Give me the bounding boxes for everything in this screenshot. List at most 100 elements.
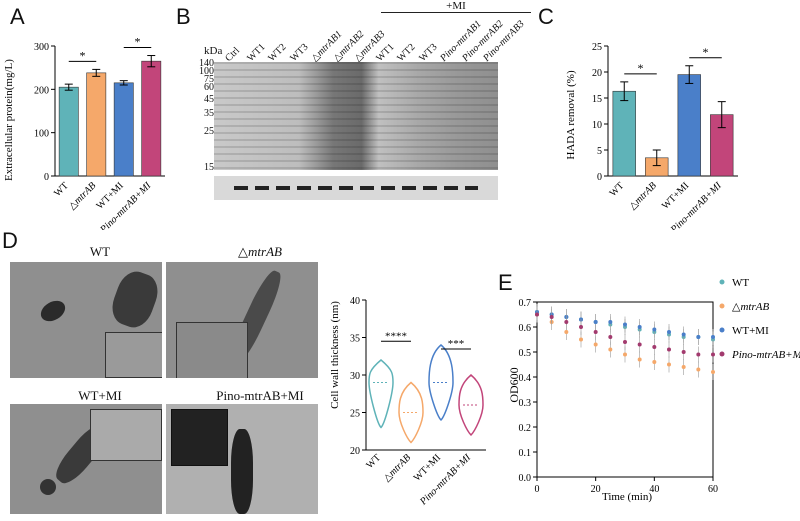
x-tick-label: WT bbox=[52, 180, 71, 199]
data-point bbox=[667, 362, 671, 367]
y-tick-label: 0.4 bbox=[519, 373, 532, 384]
marker-size-label: 75 bbox=[204, 74, 214, 85]
em-image-wt-mi bbox=[10, 404, 162, 514]
y-tick-label: 300 bbox=[34, 42, 49, 53]
marker-size-label: 100 bbox=[199, 66, 214, 77]
legend-label: WT+MI bbox=[732, 325, 769, 337]
data-point bbox=[667, 330, 671, 334]
data-point bbox=[579, 325, 583, 329]
data-point bbox=[593, 342, 598, 347]
em-label-pino-mi: Pino-mtrAB+MI bbox=[216, 388, 304, 403]
data-point bbox=[637, 357, 642, 362]
data-point bbox=[696, 367, 701, 372]
data-point bbox=[681, 365, 686, 369]
bar bbox=[141, 60, 162, 177]
y-tick-label: 5 bbox=[597, 146, 602, 157]
panel-a-ylabel: Extracellular protein(mg/L) bbox=[3, 59, 15, 181]
violin bbox=[368, 359, 394, 429]
panel-c-ylabel: HADA removal (%) bbox=[565, 70, 577, 160]
x-tick-label: 20 bbox=[591, 484, 601, 495]
data-point bbox=[652, 327, 657, 332]
kda-label: kDa bbox=[204, 45, 223, 57]
x-tick-label: WT+MI bbox=[660, 180, 691, 211]
bar bbox=[58, 86, 79, 177]
data-point bbox=[579, 337, 583, 342]
y-tick-label: 0.5 bbox=[519, 348, 532, 359]
bar bbox=[86, 72, 107, 177]
data-point bbox=[564, 320, 569, 324]
legend-marker bbox=[719, 303, 725, 309]
violin bbox=[398, 381, 424, 444]
x-tick-label: △mtrAB bbox=[627, 180, 659, 212]
sig-marker: * bbox=[703, 45, 709, 59]
legend-marker bbox=[719, 327, 725, 333]
sig-marker: * bbox=[135, 35, 141, 49]
marker-size-label: 45 bbox=[204, 94, 214, 105]
x-tick-label: △mtrAB bbox=[67, 180, 99, 212]
data-point bbox=[608, 347, 613, 352]
legend-label: Pino-mtrAB+MI bbox=[731, 349, 800, 361]
data-point bbox=[564, 330, 569, 334]
data-point bbox=[711, 352, 715, 357]
em-label-mtrab: △mtrAB bbox=[238, 244, 282, 259]
data-point bbox=[652, 345, 657, 349]
bar bbox=[677, 74, 701, 177]
em-image-mtrab bbox=[166, 262, 318, 378]
y-tick-label: 15 bbox=[592, 94, 602, 105]
marker-size-label: 15 bbox=[204, 162, 214, 173]
y-tick-label: 25 bbox=[350, 409, 360, 420]
lane-label: WT3 bbox=[416, 41, 440, 64]
legend-marker bbox=[719, 279, 725, 285]
data-point bbox=[623, 340, 627, 344]
sig-marker: * bbox=[638, 61, 644, 75]
panel-b-gel: kDa M +MI CtrlWT1WT2WT3△mtrAB1△mtrAB2△mt… bbox=[176, 0, 536, 205]
data-point bbox=[549, 315, 554, 319]
data-point bbox=[696, 335, 701, 339]
lane-label: WT2 bbox=[266, 41, 289, 64]
legend-label: WT bbox=[732, 277, 749, 289]
y-tick-label: 25 bbox=[592, 42, 602, 53]
panel-e-chart: OD600 Time (min) 0.0 0.1 0.2 0.3 0.4 0.5 0.6 0.… bbox=[507, 277, 800, 503]
em-label-wt-mi: WT+MI bbox=[78, 388, 122, 403]
lane-label: WT3 bbox=[287, 41, 311, 64]
data-point bbox=[711, 370, 715, 374]
legend-label: △mtrAB bbox=[732, 301, 769, 313]
y-tick-label: 10 bbox=[592, 120, 602, 131]
em-image-pino-mi bbox=[166, 404, 318, 514]
data-point bbox=[608, 335, 613, 339]
em-label-wt: WT bbox=[89, 244, 111, 259]
y-tick-label: 0 bbox=[597, 172, 602, 183]
data-point bbox=[681, 332, 686, 337]
data-point bbox=[623, 352, 627, 357]
legend-marker bbox=[719, 351, 725, 357]
gel-image bbox=[214, 62, 498, 170]
panel-a-chart: Extracellular protein(mg/L) 0 100 200 300 *… bbox=[3, 35, 165, 230]
y-tick-label: 30 bbox=[350, 371, 360, 382]
y-tick-label: 0.6 bbox=[519, 323, 532, 334]
data-point bbox=[696, 352, 701, 357]
y-tick-label: 0.3 bbox=[519, 398, 532, 409]
y-tick-label: 20 bbox=[350, 446, 360, 457]
bar bbox=[113, 82, 134, 177]
y-tick-label: 0.2 bbox=[519, 423, 532, 434]
lane-label: WT1 bbox=[244, 41, 268, 64]
x-tick-label: 0 bbox=[535, 484, 540, 495]
violin bbox=[458, 374, 484, 437]
panel-letter-b: B bbox=[176, 4, 191, 29]
marker-size-label: 140 bbox=[199, 58, 214, 69]
x-tick-label: △mtrAB bbox=[381, 452, 413, 484]
y-tick-label: 200 bbox=[34, 85, 49, 96]
marker-size-label: 60 bbox=[204, 82, 214, 93]
x-tick-label: Pino-mtrAB+MI bbox=[417, 452, 473, 508]
panel-letter-a: A bbox=[10, 4, 25, 29]
lane-label: WT2 bbox=[395, 41, 418, 64]
data-point bbox=[667, 347, 671, 352]
panel-letter-d: D bbox=[2, 228, 18, 253]
y-tick-label: 100 bbox=[34, 129, 49, 140]
violin bbox=[428, 344, 454, 422]
data-point bbox=[623, 322, 627, 327]
y-tick-label: 0.7 bbox=[519, 298, 532, 309]
x-tick-label: 40 bbox=[649, 484, 659, 495]
x-tick-label: WT bbox=[608, 180, 627, 199]
